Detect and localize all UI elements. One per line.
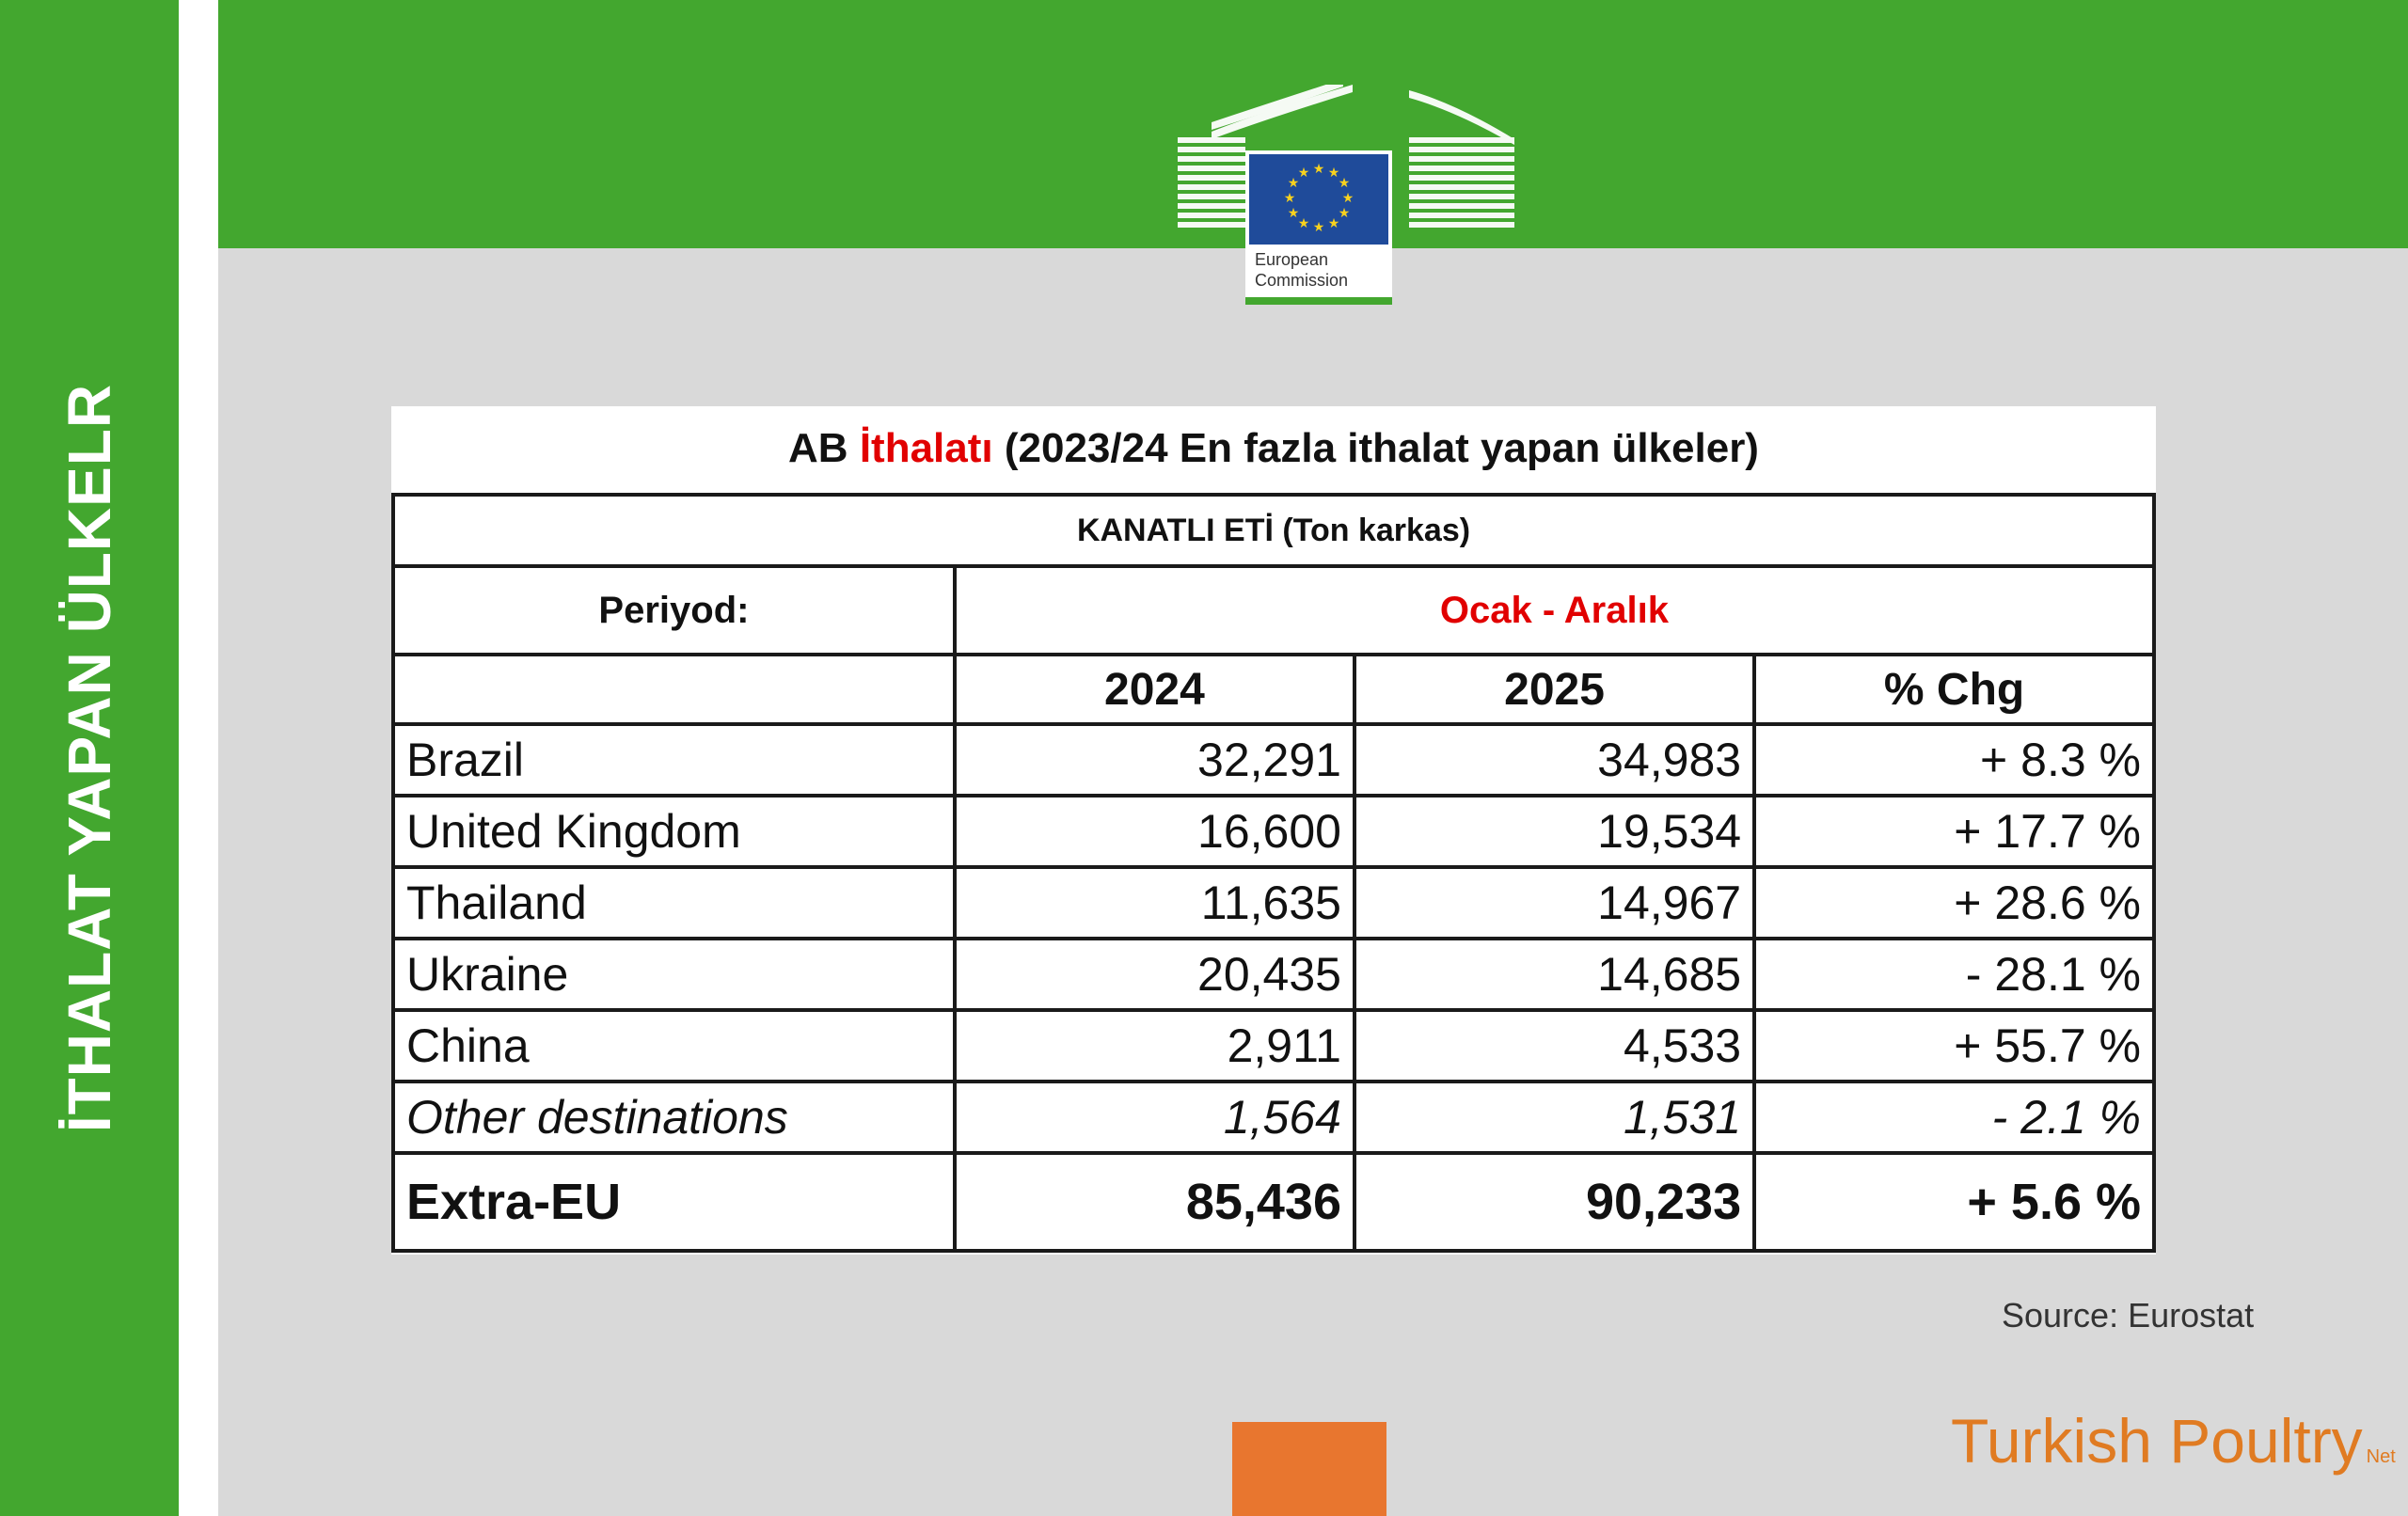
svg-text:★: ★ <box>1288 206 1300 221</box>
sidebar-title: İTHALAT YAPAN ÜLKELR <box>55 383 123 1133</box>
section-row: KANATLI ETİ (Ton karkas) <box>391 493 2156 568</box>
total-2025: 90,233 <box>1352 1151 1757 1253</box>
title-suffix: (2023/24 En fazla ithalat yapan ülkeler) <box>1004 425 1759 471</box>
value-2025: 14,967 <box>1352 865 1757 940</box>
header-country <box>391 653 957 726</box>
ec-logo-icon: ★ ★ ★ ★ ★ ★ ★ ★ ★ ★ ★ ★ European Commiss… <box>1178 79 1514 305</box>
value-2025: 1,531 <box>1352 1080 1757 1155</box>
footer-square <box>1232 1422 1386 1516</box>
table-row: Thailand 11,635 14,967 + 28.6 % <box>391 865 2156 940</box>
brand-suffix: Net <box>2366 1446 2396 1467</box>
svg-text:★: ★ <box>1298 216 1310 231</box>
country-name: Brazil <box>391 722 957 797</box>
period-value: Ocak - Aralık <box>952 564 2157 656</box>
value-2024: 32,291 <box>952 722 1356 797</box>
value-2025: 19,534 <box>1352 794 1757 869</box>
total-row: Extra-EU 85,436 90,233 + 5.6 % <box>391 1151 2156 1253</box>
total-2024: 85,436 <box>952 1151 1356 1253</box>
logo-line1: European <box>1255 250 1328 269</box>
header-chg: % Chg <box>1752 653 2156 726</box>
svg-text:★: ★ <box>1339 176 1351 191</box>
value-2025: 34,983 <box>1352 722 1757 797</box>
value-chg: + 55.7 % <box>1752 1008 2156 1083</box>
brand-name: Turkish Poultry <box>1951 1406 2363 1476</box>
table-row: Brazil 32,291 34,983 + 8.3 % <box>391 722 2156 797</box>
table-header-row: 2024 2025 % Chg <box>391 653 2156 726</box>
table-title: AB İthalatı (2023/24 En fazla ithalat ya… <box>391 406 2156 491</box>
value-2025: 14,685 <box>1352 937 1757 1012</box>
table-row: Ukraine 20,435 14,685 - 28.1 % <box>391 937 2156 1012</box>
title-prefix: AB <box>788 425 848 471</box>
table-row: China 2,911 4,533 + 55.7 % <box>391 1008 2156 1083</box>
table-row: United Kingdom 16,600 19,534 + 17.7 % <box>391 794 2156 869</box>
value-chg: - 2.1 % <box>1752 1080 2156 1155</box>
period-row: Periyod: Ocak - Aralık <box>391 564 2157 656</box>
svg-text:★: ★ <box>1298 166 1310 181</box>
logo-line2: Commission <box>1255 271 1348 290</box>
turkish-poultry-logo: Turkish Poultry Net <box>1951 1405 2396 1490</box>
section-title: KANATLI ETİ (Ton karkas) <box>391 493 2156 568</box>
country-name: United Kingdom <box>391 794 957 869</box>
value-2024: 20,435 <box>952 937 1356 1012</box>
country-name: Ukraine <box>391 937 957 1012</box>
svg-text:★: ★ <box>1313 220 1325 235</box>
value-chg: + 8.3 % <box>1752 722 2156 797</box>
sidebar: İTHALAT YAPAN ÜLKELR <box>0 0 179 1516</box>
svg-text:★: ★ <box>1328 216 1340 231</box>
import-table: KANATLI ETİ (Ton karkas) Periyod: Ocak -… <box>391 493 2157 1253</box>
svg-text:★: ★ <box>1284 191 1296 206</box>
header-2024: 2024 <box>952 653 1356 726</box>
value-2025: 4,533 <box>1352 1008 1757 1083</box>
value-2024: 11,635 <box>952 865 1356 940</box>
value-2024: 2,911 <box>952 1008 1356 1083</box>
source-note: Source: Eurostat <box>2002 1296 2255 1334</box>
value-chg: + 28.6 % <box>1752 865 2156 940</box>
country-name: China <box>391 1008 957 1083</box>
svg-text:★: ★ <box>1339 206 1351 221</box>
svg-text:★: ★ <box>1328 166 1340 181</box>
sidebar-stripe <box>179 0 218 1516</box>
country-name: Thailand <box>391 865 957 940</box>
header-2025: 2025 <box>1352 653 1757 726</box>
value-2024: 16,600 <box>952 794 1356 869</box>
import-table-panel: AB İthalatı (2023/24 En fazla ithalat ya… <box>391 406 2157 1255</box>
country-name: Other destinations <box>391 1080 957 1155</box>
total-name: Extra-EU <box>391 1151 957 1253</box>
title-highlight: İthalatı <box>859 425 993 471</box>
european-commission-logo: ★ ★ ★ ★ ★ ★ ★ ★ ★ ★ ★ ★ European Commiss… <box>1174 79 1514 307</box>
period-label: Periyod: <box>391 564 957 656</box>
value-chg: + 17.7 % <box>1752 794 2156 869</box>
svg-text:★: ★ <box>1313 162 1325 177</box>
svg-text:★: ★ <box>1288 176 1300 191</box>
value-chg: - 28.1 % <box>1752 937 2156 1012</box>
total-chg: + 5.6 % <box>1752 1151 2156 1253</box>
table-row: Other destinations 1,564 1,531 - 2.1 % <box>391 1080 2156 1155</box>
svg-text:★: ★ <box>1342 191 1354 206</box>
value-2024: 1,564 <box>952 1080 1356 1155</box>
